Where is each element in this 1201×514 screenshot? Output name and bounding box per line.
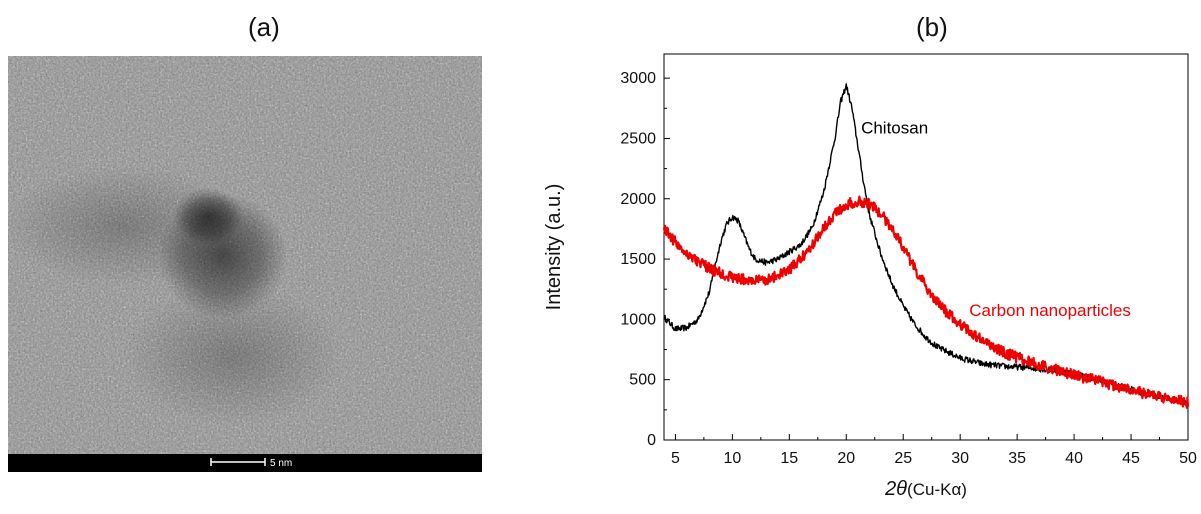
x-tick-label: 10: [723, 450, 741, 467]
panel-a-label: (a): [248, 12, 280, 42]
tem-image: 5 nm: [3, 56, 482, 472]
y-tick-label: 500: [629, 372, 656, 389]
x-tick-label: 5: [671, 450, 680, 467]
y-tick-label: 3000: [620, 70, 656, 87]
y-tick-label: 0: [647, 432, 656, 449]
tem-micrograph: 5 nm: [3, 56, 482, 472]
y-tick-label: 2500: [620, 130, 656, 147]
plot-frame: [663, 53, 1189, 441]
y-tick-label: 1000: [620, 311, 656, 328]
scale-bar: [210, 458, 266, 466]
y-tick-label: 2000: [620, 191, 656, 208]
xrd-chart-svg: 5 10 15 20 25 30 35 40 45 50050010001500200025003…: [543, 53, 1197, 500]
x-axis-label: 2θ(Cu-Kα): [884, 478, 967, 500]
x-tick-label: 15: [780, 450, 798, 467]
y-axis-label: Intensity (a.u.): [543, 184, 565, 311]
x-tick-label: 30: [951, 450, 969, 467]
x-tick-label: 50: [1179, 450, 1197, 467]
x-tick-label: 45: [1122, 450, 1140, 467]
xrd-chart: 5 10 15 20 25 30 35 40 45 50 0 500 1000 1500 2000 2500 3…: [520, 48, 1201, 509]
annotation-label: Carbon nanoparticles: [969, 301, 1131, 320]
x-tick-label: 35: [1008, 450, 1026, 467]
series-carbon-nanoparticles-line: [662, 195, 1190, 409]
x-tick-label: 40: [1065, 450, 1083, 467]
y-tick-label: 1500: [620, 251, 656, 268]
panel-b-label: (b): [916, 12, 948, 42]
x-tick-label: 20: [837, 450, 855, 467]
scale-bar-strip: [8, 454, 482, 472]
x-tick-label: 25: [894, 450, 912, 467]
annotation-label: Chitosan: [861, 119, 928, 138]
scale-bar-label: 5 nm: [270, 458, 292, 469]
